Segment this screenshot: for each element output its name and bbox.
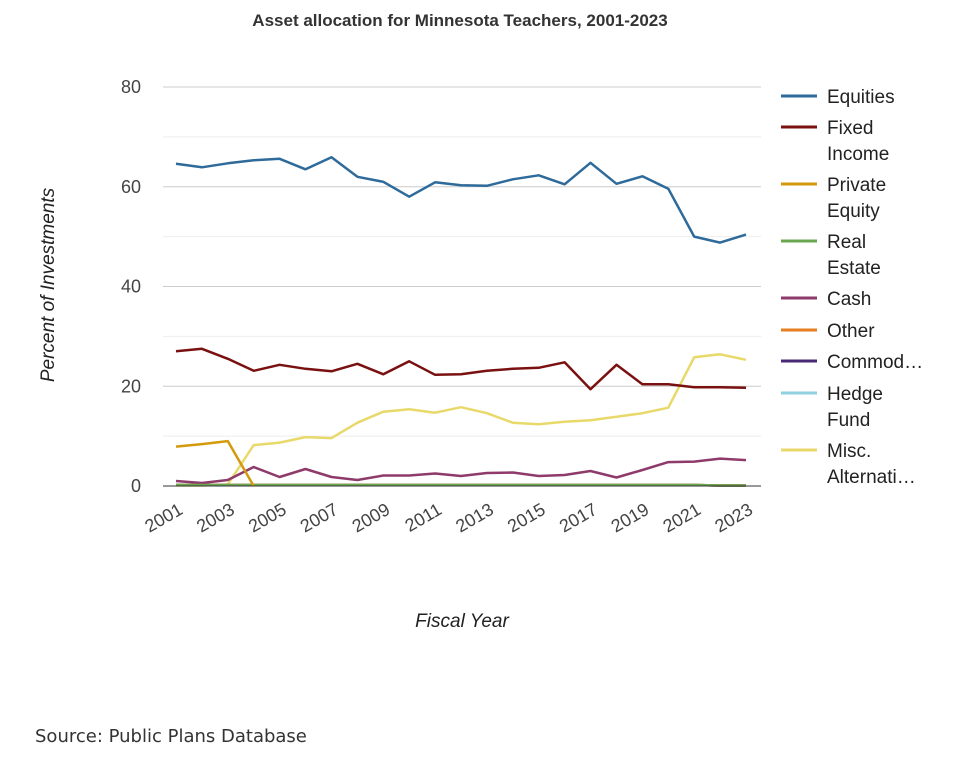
x-tick-label: 2005 <box>245 499 290 536</box>
x-tick-label: 2013 <box>452 499 497 536</box>
legend-item-private-equity[interactable]: Private Equity <box>781 175 886 222</box>
legend-label: Commod… <box>827 352 923 373</box>
x-tick-label: 2009 <box>349 499 394 536</box>
series-line-cash <box>175 457 747 485</box>
legend-label: Hedge <box>827 384 883 405</box>
series-line-real-estate <box>176 483 746 487</box>
legend-label: Equity <box>827 201 880 222</box>
x-tick-label: 2021 <box>660 499 705 536</box>
x-tick-label: 2007 <box>297 499 342 536</box>
x-tick-label: 2019 <box>608 499 653 536</box>
y-tick-label: 20 <box>121 376 141 396</box>
series-lines <box>175 156 747 487</box>
legend-label: Real <box>827 232 866 253</box>
series-line-misc-alternatives <box>176 353 747 487</box>
legend-label: Estate <box>827 258 881 279</box>
series-line-equities <box>175 156 747 244</box>
grid-lines <box>163 86 761 437</box>
x-tick-label: 2003 <box>193 499 238 536</box>
source-note: Source: Public Plans Database <box>35 726 307 747</box>
x-tick-label: 2017 <box>556 499 601 536</box>
legend-label: Cash <box>827 289 871 310</box>
legend-item-real-estate[interactable]: Real Estate <box>781 232 881 279</box>
y-tick-label: 0 <box>131 476 141 496</box>
x-tick-label: 2023 <box>711 499 756 536</box>
x-axis-ticks: 2001 2003 2005 2007 2009 2011 2013 2015 2017 2019… <box>141 499 756 536</box>
legend-label: Equities <box>827 87 895 108</box>
legend-label: Misc. <box>827 441 871 462</box>
x-tick-label: 2001 <box>141 499 186 536</box>
x-axis-title: Fiscal Year <box>415 611 509 632</box>
legend-label: Income <box>827 144 889 165</box>
legend-label: Private <box>827 175 886 196</box>
legend-item-other[interactable]: Other <box>781 321 875 342</box>
chart-title: Asset allocation for Minnesota Teachers,… <box>252 11 667 30</box>
legend-item-cash[interactable]: Cash <box>781 289 871 310</box>
y-tick-label: 60 <box>121 177 141 197</box>
series-line-fixed-income <box>175 347 747 391</box>
legend-item-commodities[interactable]: Commod… <box>781 352 923 373</box>
legend-item-misc-alternatives[interactable]: Misc. Alternati… <box>781 441 916 488</box>
legend-item-equities[interactable]: Equities <box>781 87 895 108</box>
legend-item-fixed-income[interactable]: Fixed Income <box>781 118 889 165</box>
y-axis-ticks: 0 20 40 60 80 <box>121 77 141 496</box>
y-tick-label: 40 <box>121 277 141 297</box>
legend-label: Other <box>827 321 875 342</box>
legend-label: Fixed <box>827 118 873 139</box>
legend: Equities Fixed Income Private Equity Real Esta… <box>781 87 923 488</box>
series-line-private-equity <box>175 439 255 487</box>
legend-label: Alternati… <box>827 467 916 488</box>
x-tick-label: 2011 <box>402 499 446 536</box>
x-tick-label: 2015 <box>504 499 549 536</box>
legend-item-hedge-fund[interactable]: Hedge Fund <box>781 384 883 431</box>
y-tick-label: 80 <box>121 77 141 97</box>
legend-label: Fund <box>827 410 870 431</box>
y-axis-title: Percent of Investments <box>38 187 59 382</box>
